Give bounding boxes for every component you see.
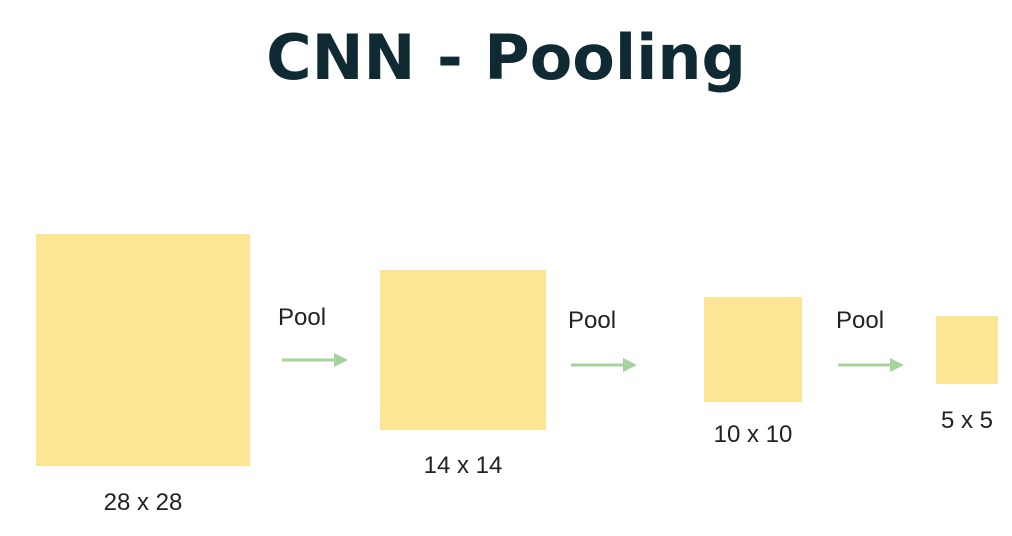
right-arrow-icon xyxy=(571,355,641,375)
right-arrow-icon xyxy=(838,355,908,375)
feature-map-size-label: 10 x 10 xyxy=(713,421,793,448)
feature-map-size-label: 5 x 5 xyxy=(940,407,994,434)
feature-map-14x14 xyxy=(380,270,546,430)
diagram-title: CNN - Pooling xyxy=(266,21,746,94)
feature-map-size-label: 28 x 28 xyxy=(103,489,183,516)
feature-map-10x10 xyxy=(704,297,802,402)
pool-label: Pool xyxy=(568,307,617,334)
feature-map-5x5 xyxy=(936,316,998,384)
feature-map-28x28 xyxy=(36,234,250,466)
pool-label: Pool xyxy=(836,307,885,334)
right-arrow-icon xyxy=(282,350,352,370)
pool-label: Pool xyxy=(278,304,327,331)
feature-map-size-label: 14 x 14 xyxy=(423,452,503,479)
